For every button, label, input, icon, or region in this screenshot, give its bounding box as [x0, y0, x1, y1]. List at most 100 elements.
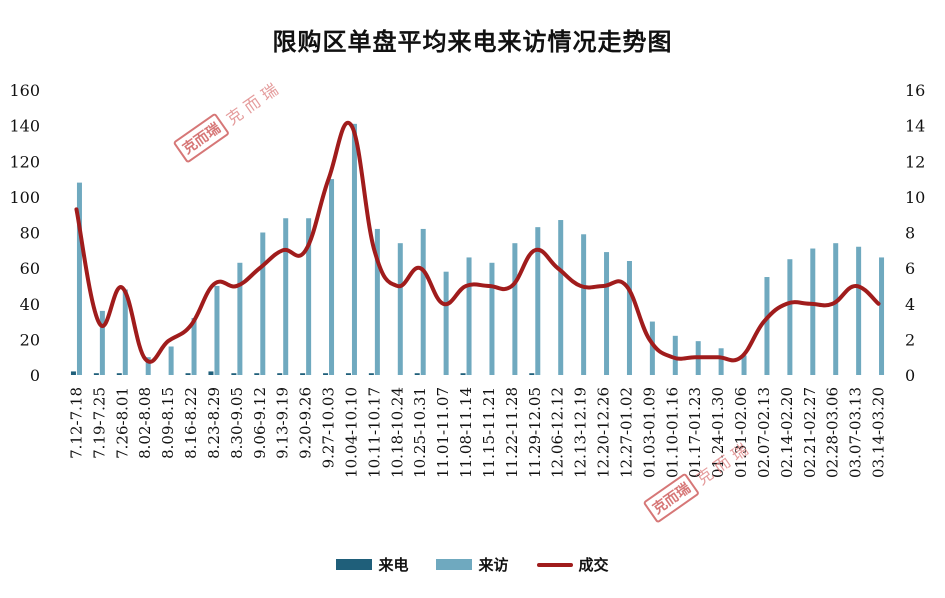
bar-visits	[581, 234, 587, 375]
line-deals	[74, 120, 881, 364]
bar-visits	[535, 227, 541, 375]
bar-visits	[558, 220, 564, 375]
bar-calls	[460, 373, 466, 375]
bar-visits	[397, 243, 403, 375]
left-y-tick-label: 20	[20, 330, 40, 349]
right-y-tick-label: 8	[905, 224, 915, 243]
bar-visits	[145, 357, 151, 375]
bar-visits	[741, 355, 747, 375]
x-tick-label: 9.27-10.03	[320, 387, 338, 468]
x-tick-label: 12.06-12.12	[549, 387, 567, 478]
line-series-group	[74, 120, 881, 364]
bar-visits	[443, 271, 449, 375]
x-tick-label: 11.15-11.21	[480, 387, 498, 478]
bar-visits	[604, 252, 610, 375]
x-tick-label: 02.21-02.27	[801, 387, 819, 478]
x-tick-label: 10.04-10.10	[342, 387, 360, 478]
x-tick-label: 9.13-9.19	[274, 387, 292, 459]
x-tick-label: 10.18-10.24	[388, 387, 406, 478]
bar-visits	[99, 310, 105, 375]
right-y-tick-label: 0	[905, 366, 915, 385]
left-y-tick-label: 0	[30, 366, 40, 385]
bar-visits	[306, 218, 312, 375]
bar-visits	[283, 218, 289, 375]
legend-swatch-calls	[336, 559, 373, 570]
x-tick-label: 11.01-11.07	[434, 387, 452, 478]
left-y-tick-label: 40	[20, 295, 40, 314]
right-y-tick-label: 10	[905, 188, 925, 207]
legend: 来电 来访 成交	[0, 554, 945, 575]
bar-visits	[489, 262, 495, 375]
right-y-tick-label: 4	[905, 295, 915, 314]
x-tick-label: 8.16-8.22	[182, 387, 200, 459]
legend-label-calls: 来电	[378, 556, 409, 574]
x-tick-label: 8.30-9.05	[228, 387, 246, 459]
bar-visits	[856, 246, 862, 375]
bar-visits	[879, 257, 885, 375]
bar-visits	[237, 262, 243, 375]
bar-visits	[649, 321, 655, 375]
x-axis-labels: 7.12-7.18 7.19-7.25 7.26-8.01 8.02-8.08 8.09…	[67, 387, 887, 478]
x-tick-label: 7.26-8.01	[113, 387, 131, 459]
right-y-axis: 0 2 4 6 8 10 12 14 16	[905, 81, 925, 385]
x-tick-label: 01.31-02.06	[732, 387, 750, 478]
legend-item-deals: 成交	[536, 554, 609, 575]
bar-visits	[787, 259, 793, 375]
x-tick-label: 10.25-10.31	[411, 387, 429, 478]
x-tick-label: 02.07-02.13	[755, 387, 773, 478]
left-y-tick-label: 140	[9, 117, 40, 136]
bar-visits	[191, 318, 197, 375]
legend-swatch-deals	[536, 562, 573, 567]
bar-visits	[260, 232, 266, 375]
x-tick-label: 8.09-8.15	[159, 387, 177, 459]
bar-visits	[833, 243, 839, 375]
left-y-tick-label: 80	[20, 224, 40, 243]
x-tick-label: 12.20-12.26	[595, 387, 613, 478]
x-tick-label: 01.17-01.23	[686, 387, 704, 478]
x-tick-label: 11.22-11.28	[503, 387, 521, 478]
bar-calls	[116, 373, 122, 375]
x-tick-label: 7.19-7.25	[90, 387, 108, 459]
bar-calls	[323, 373, 329, 375]
left-y-tick-label: 60	[20, 259, 40, 278]
bar-visits	[168, 346, 174, 375]
x-tick-label: 10.11-10.17	[365, 387, 383, 478]
chart-title: 限购区单盘平均来电来访情况走势图	[272, 27, 673, 56]
x-tick-label: 01.03-01.09	[640, 387, 658, 478]
bar-calls	[300, 373, 306, 375]
bar-visits	[76, 182, 82, 375]
x-tick-label: 01.10-01.16	[663, 387, 681, 478]
bar-calls	[277, 373, 283, 375]
x-tick-label: 12.27-01.02	[617, 387, 635, 478]
x-tick-label: 01.24-01.30	[709, 387, 727, 478]
x-tick-label: 8.23-8.29	[205, 387, 223, 459]
bar-calls	[231, 373, 237, 375]
right-y-tick-label: 16	[905, 81, 925, 100]
bar-calls	[345, 373, 351, 375]
left-y-tick-label: 100	[9, 188, 40, 207]
x-tick-label: 12.13-12.19	[572, 387, 590, 478]
x-tick-label: 02.14-02.20	[778, 387, 796, 478]
x-tick-label: 03.14-03.20	[870, 387, 888, 478]
bar-visits	[420, 228, 426, 375]
legend-label-deals: 成交	[578, 556, 609, 574]
bar-calls	[185, 373, 191, 375]
bar-visits	[329, 179, 335, 375]
legend-label-visits: 来访	[478, 556, 509, 574]
bar-visits	[374, 228, 380, 375]
x-tick-label: 7.12-7.18	[67, 387, 85, 459]
bar-visits	[672, 335, 678, 375]
right-y-tick-label: 12	[905, 152, 925, 171]
bar-calls	[368, 373, 374, 375]
bar-visits	[214, 285, 220, 375]
bar-visits	[626, 261, 632, 375]
legend-item-calls: 来电	[336, 554, 408, 575]
left-y-tick-label: 160	[9, 81, 40, 100]
x-tick-label: 02.28-03.06	[824, 387, 842, 478]
bar-visits	[351, 123, 357, 375]
bar-visits	[512, 243, 518, 375]
bar-calls	[208, 371, 214, 375]
bar-calls	[414, 373, 420, 375]
x-tick-label: 9.06-9.12	[251, 387, 269, 459]
